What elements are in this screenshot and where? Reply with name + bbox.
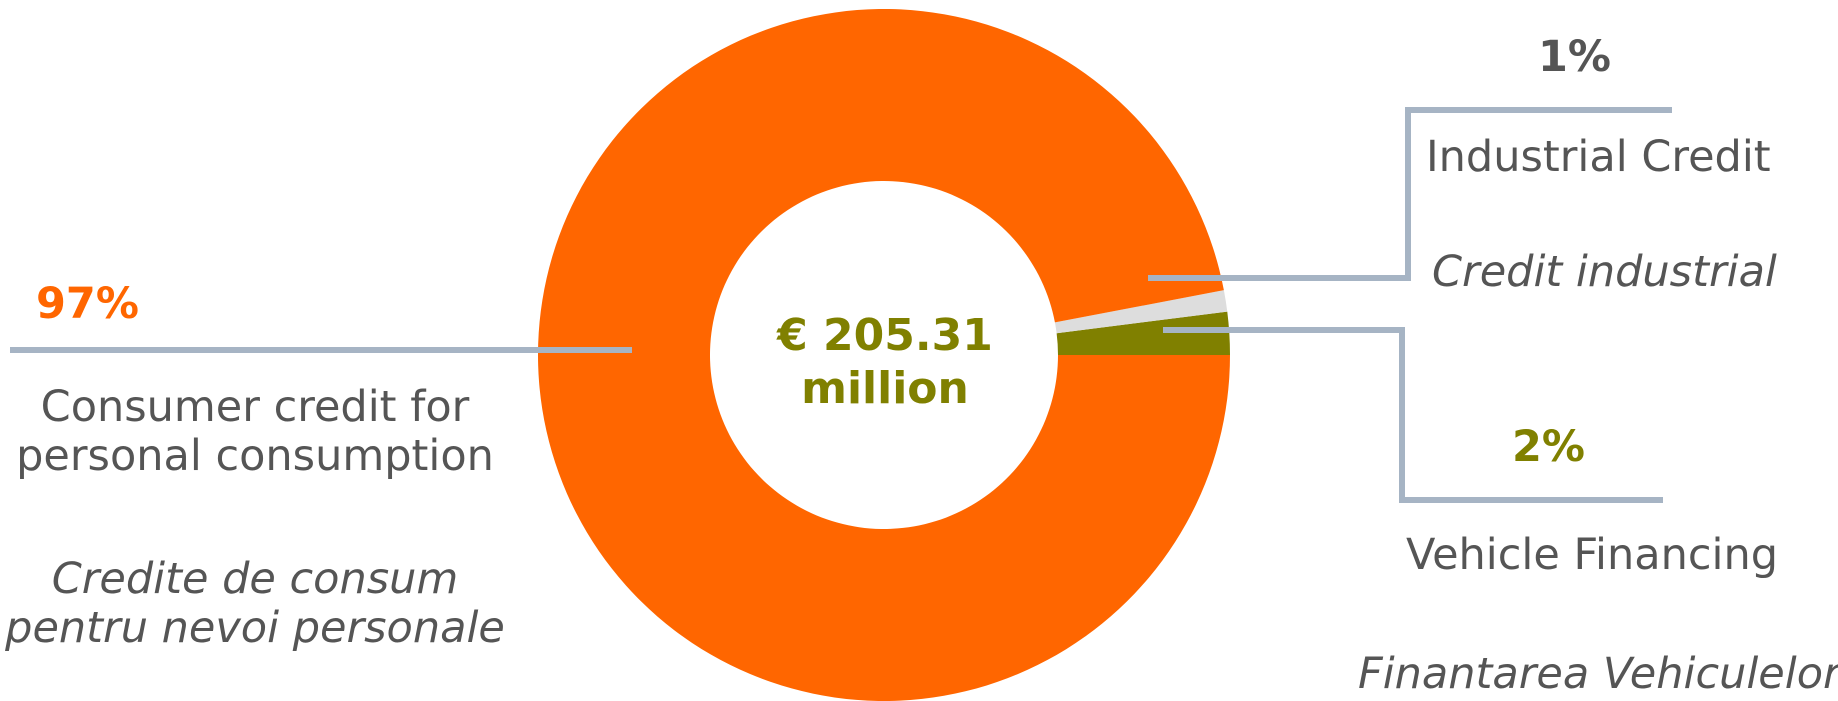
leader-lines bbox=[10, 107, 1672, 503]
slice-industrial-percent-label: 1% bbox=[1538, 32, 1612, 82]
slice-industrial-name-ro: Credit industrial bbox=[1432, 247, 1777, 297]
slice-vehicle-name-en: Vehicle Financing bbox=[1406, 530, 1778, 580]
slice-consumer-name-ro: Credite de consum pentru nevoi personale bbox=[0, 554, 510, 654]
slice-industrial bbox=[1054, 290, 1228, 334]
leader-line-vehicle bbox=[1163, 327, 1663, 503]
slice-consumer-name-en-line1: Consumer credit for bbox=[40, 382, 470, 432]
leader-line-industrial bbox=[1148, 107, 1672, 281]
slice-industrial-name-en: Industrial Credit bbox=[1426, 132, 1771, 182]
donut-slices bbox=[538, 9, 1230, 701]
slice-consumer bbox=[538, 9, 1230, 701]
donut-center-amount: € 205.31 bbox=[777, 310, 993, 361]
slice-vehicle bbox=[1056, 311, 1230, 355]
slice-consumer-name-en-line2: personal consumption bbox=[16, 431, 494, 482]
slice-vehicle-name-ro: Finantarea Vehiculelor bbox=[1358, 649, 1838, 699]
slice-consumer-name-ro-line1: Credite de consum bbox=[51, 554, 459, 604]
slice-vehicle-percent-label: 2% bbox=[1512, 422, 1586, 472]
slice-consumer-percent-label: 97% bbox=[36, 279, 139, 329]
slice-consumer-name-ro-line2: pentru nevoi personale bbox=[5, 603, 505, 654]
donut-center-total: € 205.31 million bbox=[750, 310, 1020, 416]
donut-center-unit: million bbox=[801, 362, 969, 414]
slice-consumer-name-en: Consumer credit for personal consumption bbox=[0, 382, 510, 482]
